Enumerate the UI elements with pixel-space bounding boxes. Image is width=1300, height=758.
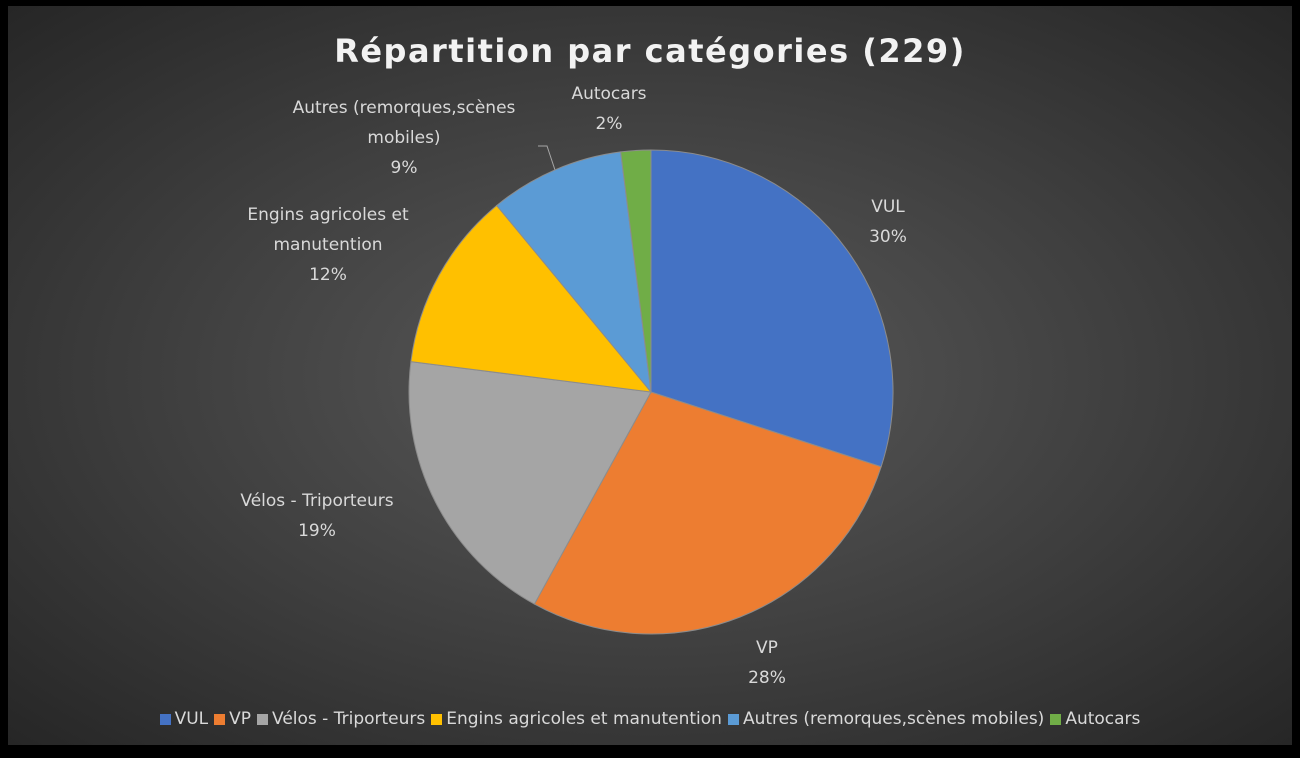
label-category: VUL [871, 197, 905, 217]
legend-label: Vélos - Triporteurs [272, 709, 426, 729]
data-label: Autres (remorques,scènes mobiles) 9% [279, 93, 529, 183]
legend-label: Autres (remorques,scènes mobiles) [742, 709, 1045, 729]
legend-item: Autocars [1050, 709, 1140, 729]
label-value: 2% [595, 114, 623, 134]
pie-slice [533, 391, 882, 635]
legend-item: VP [214, 709, 251, 729]
legend-swatch [431, 713, 443, 725]
label-value: 28% [748, 668, 786, 688]
label-value: 12% [309, 265, 347, 285]
legend-label: Engins agricoles et manutention [446, 709, 722, 729]
data-label: VUL 30% [788, 192, 988, 252]
legend-label: VP [229, 709, 252, 729]
legend-swatch [257, 713, 269, 725]
label-category: VP [756, 638, 778, 658]
pie-slice [410, 204, 653, 393]
pie-slice [650, 149, 894, 468]
data-label: Autocars 2% [534, 79, 684, 139]
leader-line [538, 145, 556, 171]
label-value: 9% [390, 158, 418, 178]
pie-slice [496, 151, 652, 394]
data-label: VP 28% [667, 633, 867, 693]
legend-item: VUL [159, 709, 209, 729]
label-category: Vélos - Triporteurs [240, 491, 394, 511]
data-label: Engins agricoles et manutention 12% [228, 200, 428, 290]
label-value: 19% [298, 521, 336, 541]
legend-swatch [727, 713, 739, 725]
legend-swatch [214, 713, 226, 725]
label-category: Engins agricoles et manutention [247, 205, 409, 255]
legend: VUL VP Vélos - Triporteurs Engins agricoles… [0, 709, 1300, 729]
label-category: Autocars [571, 84, 647, 104]
label-value: 30% [869, 227, 907, 247]
pie-slice [620, 149, 652, 393]
legend-label: Autocars [1065, 709, 1141, 729]
legend-swatch [1050, 713, 1062, 725]
chart-title: Répartition par catégories (229) [334, 32, 966, 70]
legend-swatch [159, 713, 171, 725]
label-category: Autres (remorques,scènes mobiles) [292, 98, 516, 148]
legend-label: VUL [174, 709, 209, 729]
legend-item: Autres (remorques,scènes mobiles) [727, 709, 1045, 729]
legend-item: Engins agricoles et manutention [431, 709, 722, 729]
pie-slice [408, 361, 652, 605]
data-label: Vélos - Triporteurs 19% [207, 486, 427, 546]
legend-item: Vélos - Triporteurs [257, 709, 425, 729]
